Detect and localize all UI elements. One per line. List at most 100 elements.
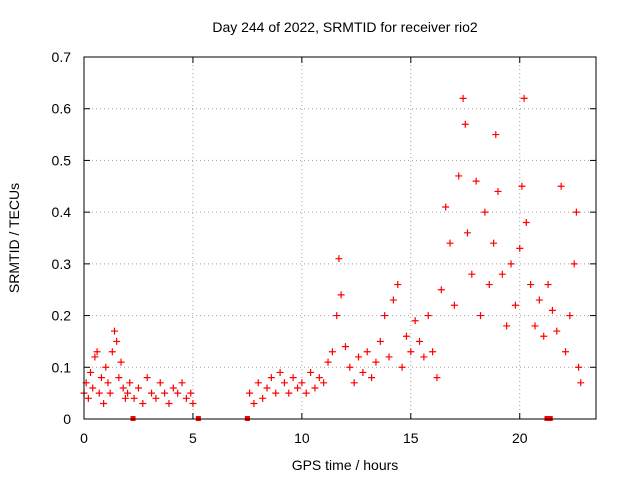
y-tick-label: 0.7 (52, 49, 72, 65)
data-point (315, 374, 323, 382)
data-point (259, 394, 267, 402)
data-point (100, 399, 108, 407)
data-point (389, 296, 397, 304)
data-point (165, 399, 173, 407)
data-point (407, 348, 415, 356)
data-point (566, 312, 574, 320)
data-point (254, 379, 262, 387)
data-point (263, 384, 271, 392)
data-point (518, 182, 526, 190)
data-point (97, 374, 105, 382)
data-point (335, 255, 343, 263)
axis-ticks: 0 0.1 0.2 0.3 0.4 0.5 0.6 0.7 0 5 10 15 20 (52, 49, 596, 446)
y-tick-label: 0.1 (52, 359, 72, 375)
data-point (420, 353, 428, 361)
data-point (280, 379, 288, 387)
data-point (93, 348, 101, 356)
data-point (572, 208, 580, 216)
data-point (272, 389, 280, 397)
data-point (575, 363, 583, 371)
data-point (124, 389, 132, 397)
data-point (433, 374, 441, 382)
data-point (108, 348, 116, 356)
data-point (544, 281, 552, 289)
data-point (174, 389, 182, 397)
data-point (553, 327, 561, 335)
data-point (106, 389, 114, 397)
data-point (294, 384, 302, 392)
data-point (492, 131, 500, 139)
x-axis-label: GPS time / hours (292, 457, 399, 473)
data-point (333, 312, 341, 320)
data-point (152, 394, 160, 402)
data-point (498, 270, 506, 278)
data-point (311, 384, 319, 392)
data-point (531, 322, 539, 330)
data-point (169, 384, 177, 392)
data-point (570, 260, 578, 268)
x-tick-label: 20 (512, 430, 528, 446)
data-point (446, 239, 454, 247)
data-point (455, 172, 463, 180)
data-point (385, 353, 393, 361)
data-point (324, 358, 332, 366)
data-point (577, 379, 585, 387)
data-point (341, 343, 349, 351)
data-point (429, 348, 437, 356)
x-tick-label: 5 (189, 430, 197, 446)
data-point (119, 384, 127, 392)
data-point (490, 239, 498, 247)
data-point (450, 301, 458, 309)
data-point (189, 399, 197, 407)
data-point (250, 399, 258, 407)
x-tick-label: 0 (80, 430, 88, 446)
y-tick-label: 0.6 (52, 101, 72, 117)
y-tick-label: 0.3 (52, 256, 72, 272)
data-point (535, 296, 543, 304)
data-point (104, 379, 112, 387)
data-point (527, 281, 535, 289)
data-point (89, 384, 97, 392)
data-point (87, 368, 95, 376)
data-point (363, 348, 371, 356)
data-point (121, 394, 129, 402)
data-point (267, 374, 275, 382)
data-point (148, 389, 156, 397)
data-point (302, 389, 310, 397)
data-points (80, 94, 585, 421)
data-point (117, 358, 125, 366)
y-axis-label: SRMTID / TECUs (6, 183, 22, 293)
data-point (320, 379, 328, 387)
data-point (411, 317, 419, 325)
data-point (437, 286, 445, 294)
data-point (246, 389, 254, 397)
data-point (276, 368, 284, 376)
data-point (355, 353, 363, 361)
data-point (113, 337, 121, 345)
data-point (376, 337, 384, 345)
x-tick-label: 10 (294, 430, 310, 446)
data-point (298, 379, 306, 387)
data-point (307, 368, 315, 376)
data-point (359, 368, 367, 376)
data-point (459, 94, 467, 102)
data-point (494, 187, 502, 195)
data-point (381, 312, 389, 320)
data-point (522, 218, 530, 226)
data-point (187, 389, 195, 397)
y-tick-label: 0 (63, 411, 71, 427)
data-point (84, 394, 92, 402)
data-point (368, 374, 376, 382)
data-point (115, 374, 123, 382)
data-point (424, 312, 432, 320)
data-point (516, 244, 524, 252)
data-point (126, 379, 134, 387)
data-point (402, 332, 410, 340)
data-point (398, 363, 406, 371)
data-point (507, 260, 515, 268)
data-point (91, 353, 99, 361)
data-point (328, 348, 336, 356)
data-point (416, 337, 424, 345)
data-point (561, 348, 569, 356)
data-point (520, 94, 528, 102)
